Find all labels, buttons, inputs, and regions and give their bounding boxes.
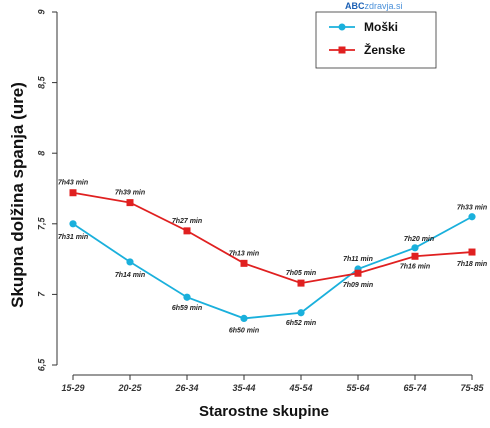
legend: Moški Ženske: [315, 11, 437, 69]
data-label-moski: 7h31 min: [58, 234, 88, 241]
data-label-moski: 7h14 min: [115, 272, 145, 279]
data-point-zenske: [240, 259, 248, 267]
data-point-moski: [126, 258, 134, 266]
data-label-zenske: 7h13 min: [229, 250, 259, 257]
brand-suffix: .si: [394, 1, 403, 11]
legend-label-moski: Moški: [364, 20, 398, 34]
data-point-moski: [69, 220, 77, 228]
data-label-zenske: 7h39 min: [115, 190, 145, 197]
series-line-moski: [72, 215, 473, 320]
brand-logo: ABCzdravja.si: [345, 1, 403, 11]
x-tick-label: 55-64: [346, 383, 369, 393]
data-label-moski: 7h11 min: [343, 256, 373, 263]
data-label-moski: 7h20 min: [404, 236, 434, 243]
y-axis-title: Skupna dolžina spanja (ure): [8, 82, 27, 308]
data-point-zenske: [69, 189, 77, 197]
data-label-moski: 6h52 min: [286, 320, 316, 327]
y-tick-label: 8,5: [36, 75, 46, 89]
data-point-moski: [411, 244, 419, 252]
data-label-moski: 7h33 min: [457, 205, 487, 212]
data-label-zenske: 7h18 min: [457, 261, 487, 268]
data-label-zenske: 7h43 min: [58, 180, 88, 187]
y-tick-label: 9: [36, 9, 46, 14]
data-point-moski: [240, 314, 248, 323]
data-label-zenske: 7h27 min: [172, 218, 202, 225]
data-label-zenske: 7h09 min: [343, 282, 373, 289]
data-point-moski: [183, 293, 191, 301]
data-label-zenske: 7h16 min: [400, 263, 430, 270]
legend-box: [315, 11, 437, 69]
x-tick-label: 75-85: [460, 383, 484, 393]
data-point-zenske: [411, 252, 419, 260]
y-tick-label: 6,5: [36, 358, 46, 372]
x-tick-label: 15-29: [61, 383, 84, 393]
series-layer: [69, 189, 476, 323]
legend-marker-moski: [338, 23, 346, 31]
brand-part1: ABC: [345, 1, 365, 11]
data-point-moski: [468, 213, 476, 221]
x-tick-label: 26-34: [174, 383, 198, 393]
data-label-moski: 6h59 min: [172, 305, 202, 312]
data-point-zenske: [183, 227, 191, 235]
x-ticks: 15-29 20-25 26-34 35-44 45-54 55-64 65-74 75-85: [61, 375, 484, 393]
y-tick-label: 8: [36, 151, 46, 156]
x-axis-title: Starostne skupine: [199, 403, 329, 420]
legend-marker-zenske: [338, 46, 346, 54]
series-line-zenske: [72, 191, 473, 285]
data-point-zenske: [297, 279, 305, 287]
x-tick-label: 65-74: [403, 383, 426, 393]
y-ticks: 6,5 7 7,5 8 8,5 9: [36, 9, 57, 371]
data-label-moski: 6h50 min: [229, 327, 259, 334]
y-tick-label: 7,5: [36, 217, 46, 231]
data-point-zenske: [354, 269, 362, 277]
data-label-zenske: 7h05 min: [286, 270, 316, 277]
x-tick-label: 35-44: [232, 383, 255, 393]
data-point-zenske: [126, 199, 134, 207]
brand-part2: zdravja: [365, 1, 394, 11]
y-tick-label: 7: [36, 291, 46, 297]
svg-text:ABCzdravja.si: ABCzdravja.si: [345, 1, 403, 11]
data-labels: 7h31 min 7h14 min 6h59 min 6h50 min 6h52 min…: [58, 180, 487, 335]
x-tick-label: 20-25: [117, 383, 142, 393]
data-point-moski: [297, 309, 305, 317]
data-point-zenske: [468, 248, 476, 256]
legend-label-zenske: Ženske: [364, 42, 406, 57]
x-tick-label: 45-54: [288, 383, 312, 393]
